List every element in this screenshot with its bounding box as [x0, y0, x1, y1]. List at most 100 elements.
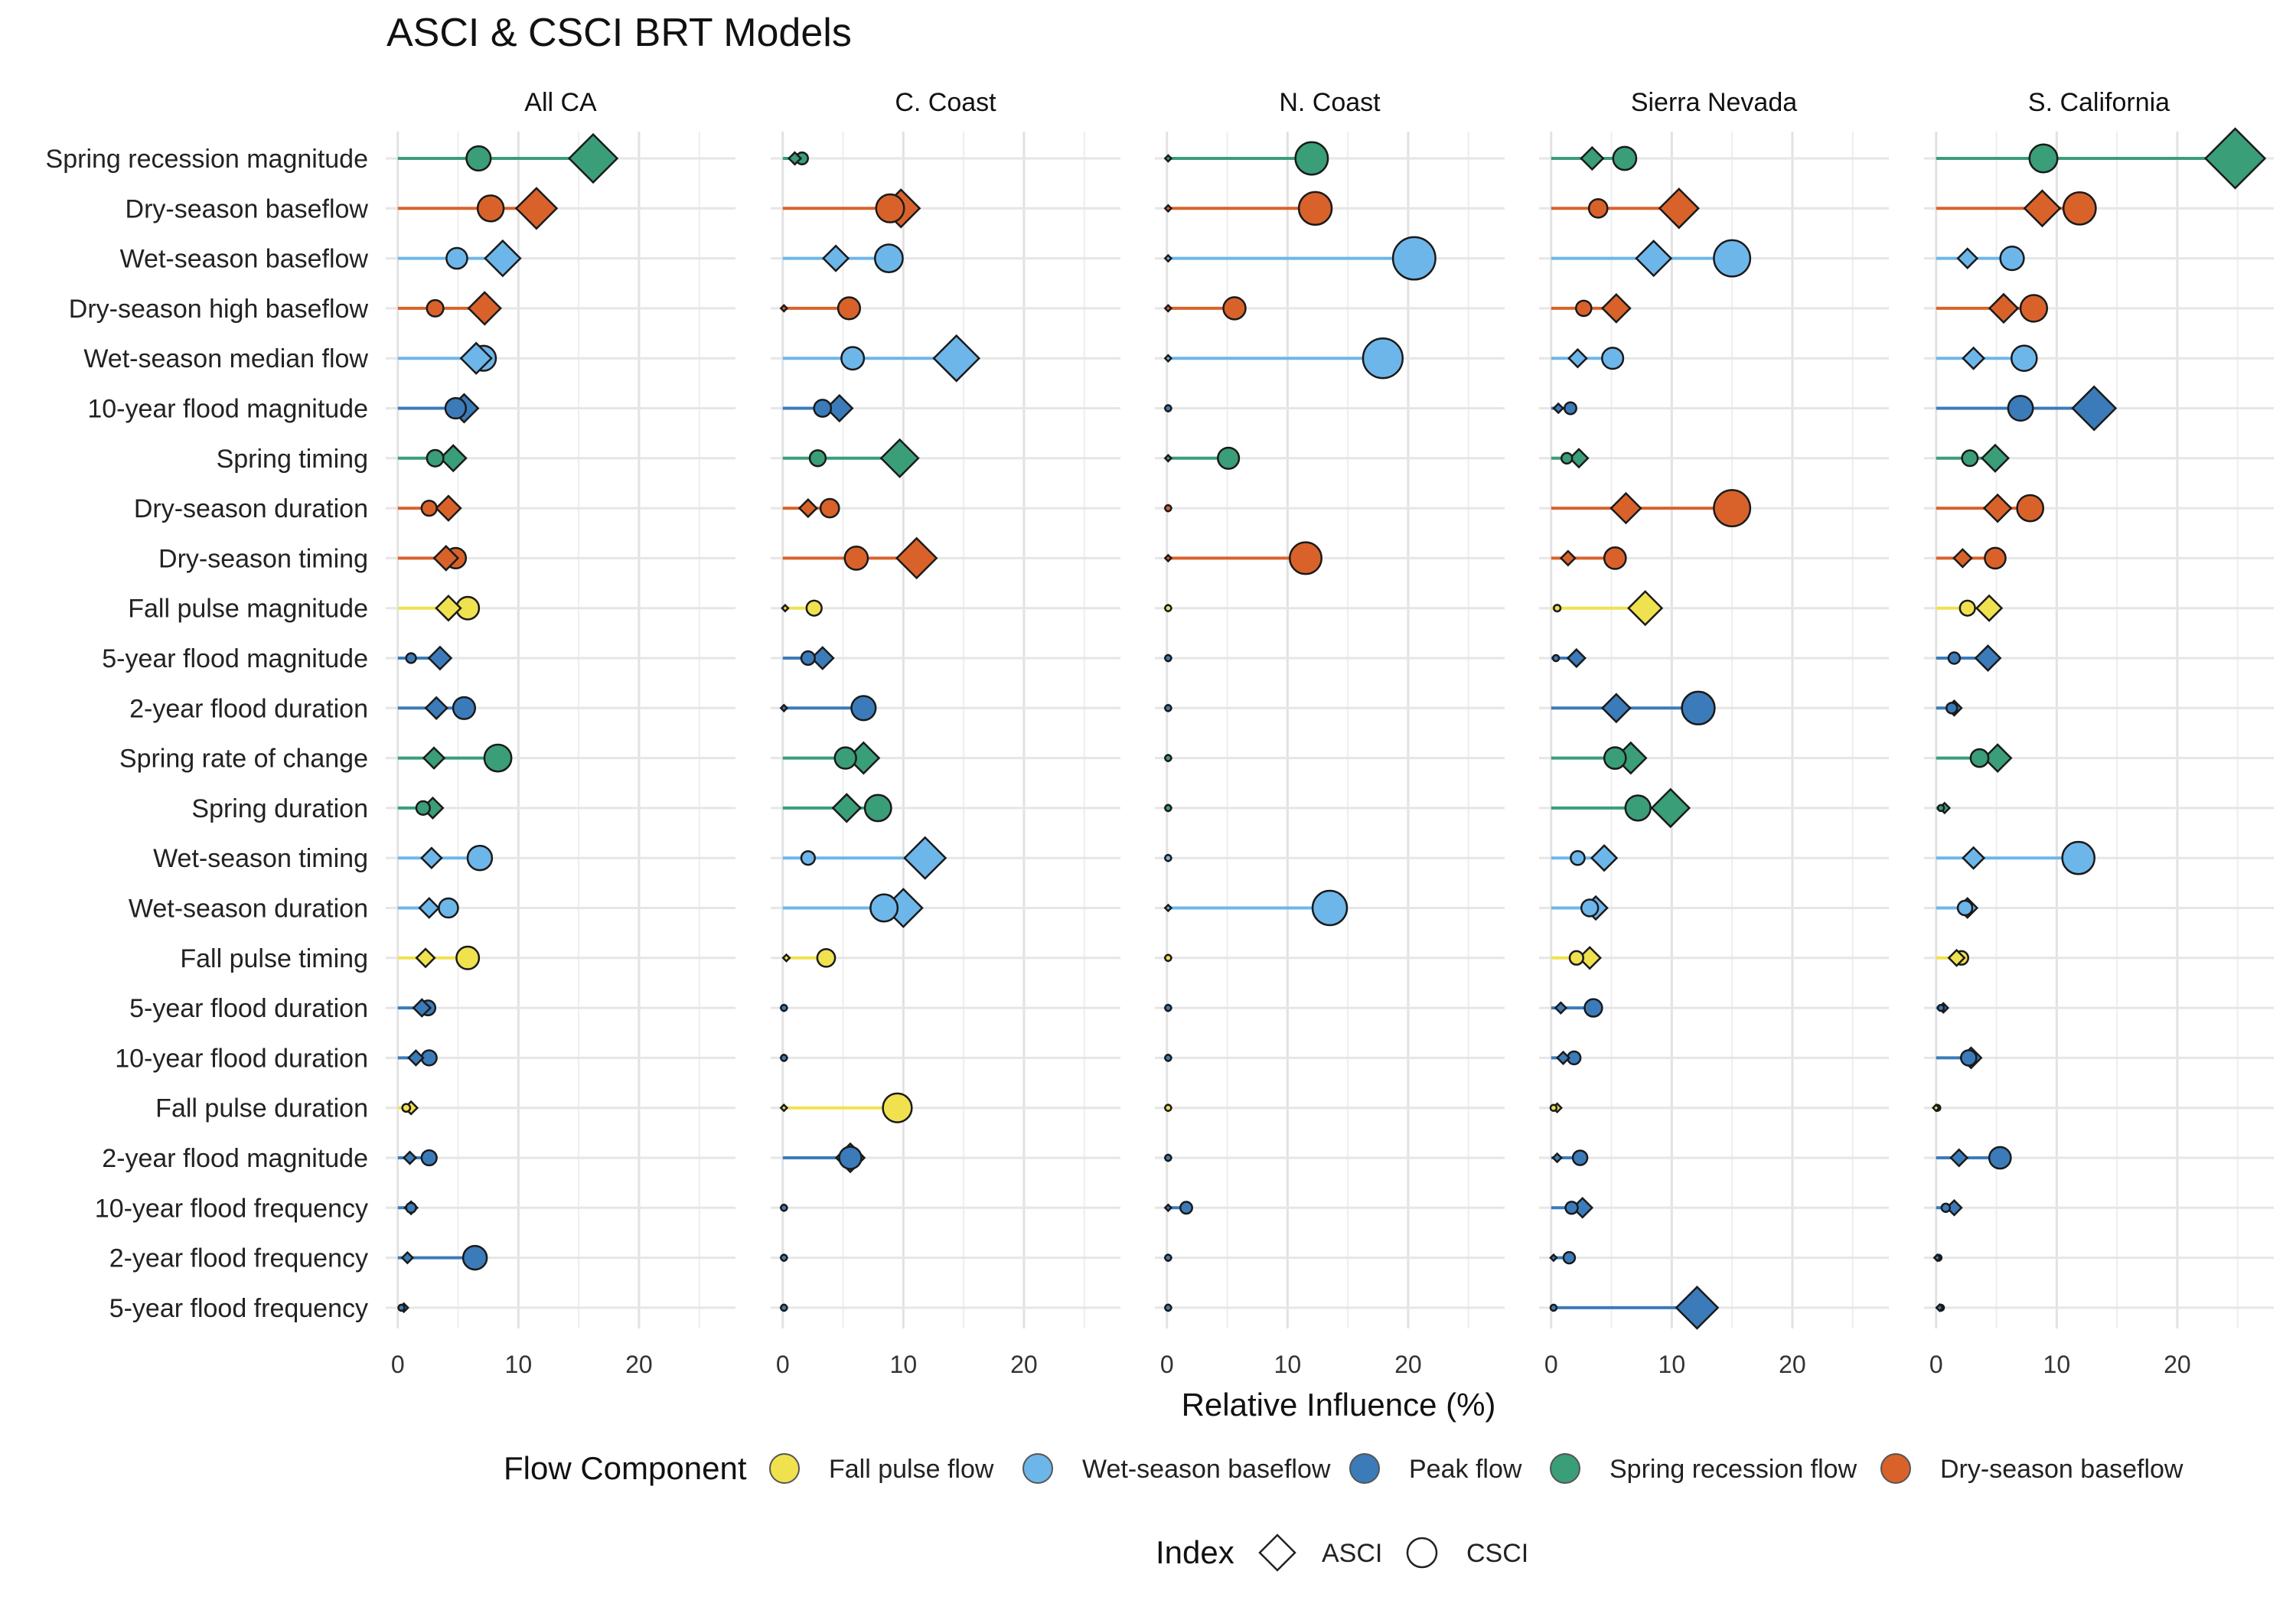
csci-point: [483, 743, 513, 773]
asci-point: [779, 304, 789, 313]
asci-point: [781, 603, 790, 613]
csci-point: [780, 1003, 788, 1012]
csci-point: [800, 650, 816, 667]
y-label-wet-season-median-flow: Wet-season median flow: [83, 344, 368, 373]
x-tick-label: 10: [1658, 1351, 1686, 1378]
asci-point: [1549, 1253, 1558, 1263]
csci-point: [445, 246, 468, 270]
y-label-dry-season-high-baseflow: Dry-season high baseflow: [69, 295, 369, 324]
csci-point: [1999, 245, 2025, 272]
data-marks: [397, 127, 2267, 1330]
asci-point: [1551, 1152, 1563, 1164]
y-label-fall-pulse-timing: Fall pulse timing: [180, 944, 368, 973]
asci-point: [903, 836, 947, 880]
csci-point: [1940, 1202, 1952, 1214]
csci-point: [1568, 950, 1584, 966]
csci-point: [1164, 604, 1172, 612]
x-tick-label: 10: [890, 1351, 918, 1378]
csci-point: [805, 599, 823, 617]
csci-point: [1551, 654, 1561, 663]
csci-point: [833, 746, 857, 770]
csci-point: [1563, 401, 1577, 416]
asci-point: [514, 187, 559, 230]
legend-label-asci: ASCI: [1322, 1539, 1382, 1568]
asci-point: [1163, 1203, 1173, 1213]
asci-point: [2023, 189, 2062, 228]
csci-point: [850, 695, 877, 722]
csci-point: [869, 893, 899, 923]
csci-point: [2016, 494, 2045, 523]
asci-point: [412, 998, 432, 1018]
csci-point: [1945, 702, 1958, 715]
csci-point: [808, 449, 827, 468]
csci-point: [426, 448, 445, 468]
asci-point: [2071, 385, 2118, 432]
csci-point: [444, 396, 468, 420]
panel-strips: All CA C. Coast N. Coast Sierra Nevada S. Ca…: [524, 88, 2170, 117]
asci-point: [1935, 1302, 1945, 1312]
asci-point: [1635, 240, 1673, 278]
csci-point: [397, 1303, 406, 1312]
x-tick-label: 20: [1394, 1351, 1422, 1378]
asci-point: [2203, 127, 2267, 190]
asci-point: [1566, 647, 1587, 669]
csci-point: [874, 243, 904, 274]
y-label-dry-season-baseflow: Dry-season baseflow: [126, 194, 369, 223]
asci-point: [1555, 1050, 1571, 1065]
y-axis-labels: Spring recession magnitude Dry-season bas…: [46, 145, 369, 1323]
asci-point: [1956, 247, 1979, 269]
csci-point: [1164, 853, 1172, 862]
panel-label-n-coast: N. Coast: [1279, 88, 1381, 117]
asci-point: [821, 244, 850, 272]
csci-point: [1164, 1253, 1172, 1262]
asci-point: [1163, 454, 1173, 463]
legend-key-asci: [1258, 1534, 1296, 1572]
asci-point: [424, 696, 448, 721]
csci-point: [1960, 1049, 1978, 1067]
asci-point: [1962, 846, 1986, 870]
asci-point: [1931, 1103, 1941, 1113]
csci-point: [2011, 344, 2038, 372]
y-label-10-year-flood-frequency: 10-year flood frequency: [95, 1194, 368, 1223]
y-label-wet-season-timing: Wet-season timing: [153, 844, 368, 873]
legend-label-peak-flow: Peak flow: [1409, 1455, 1522, 1484]
csci-point: [1570, 849, 1586, 866]
csci-point: [1164, 804, 1172, 813]
legend-key-fall-pulse-flow: [769, 1453, 800, 1484]
asci-point: [1163, 204, 1173, 214]
csci-point: [401, 1103, 412, 1113]
csci-point: [800, 850, 816, 866]
csci-point: [1984, 546, 2007, 570]
asci-point: [895, 536, 938, 580]
csci-point: [1164, 1003, 1172, 1012]
csci-point: [1713, 489, 1752, 528]
grid-layer: [386, 132, 2274, 1328]
legend-title-index: Index: [1156, 1534, 1234, 1570]
y-label-2-year-flood-duration: 2-year flood duration: [129, 694, 368, 723]
asci-point: [415, 947, 436, 969]
csci-point: [2061, 840, 2095, 875]
x-tick-label: 0: [1929, 1351, 1943, 1378]
asci-point: [1552, 402, 1565, 415]
csci-point: [1681, 690, 1716, 725]
csci-point: [1288, 541, 1322, 575]
csci-point: [1601, 347, 1625, 370]
csci-point: [1571, 1149, 1589, 1166]
asci-point: [1947, 948, 1966, 967]
csci-point: [420, 499, 438, 517]
csci-point: [1956, 899, 1974, 917]
asci-point: [797, 498, 818, 519]
x-tick-label: 20: [1010, 1351, 1038, 1378]
panel-label-c-coast: C. Coast: [895, 88, 996, 117]
csci-point: [1549, 1103, 1558, 1112]
y-label-5-year-flood-frequency: 5-year flood frequency: [109, 1294, 368, 1323]
asci-point: [1568, 448, 1590, 469]
csci-point: [438, 897, 459, 919]
asci-point: [418, 897, 441, 919]
asci-point: [779, 1103, 789, 1113]
csci-point: [1936, 804, 1945, 813]
y-label-dry-season-timing: Dry-season timing: [158, 544, 368, 573]
csci-point: [1564, 1201, 1579, 1215]
legend-key-dry-season-baseflow: [1880, 1453, 1911, 1484]
